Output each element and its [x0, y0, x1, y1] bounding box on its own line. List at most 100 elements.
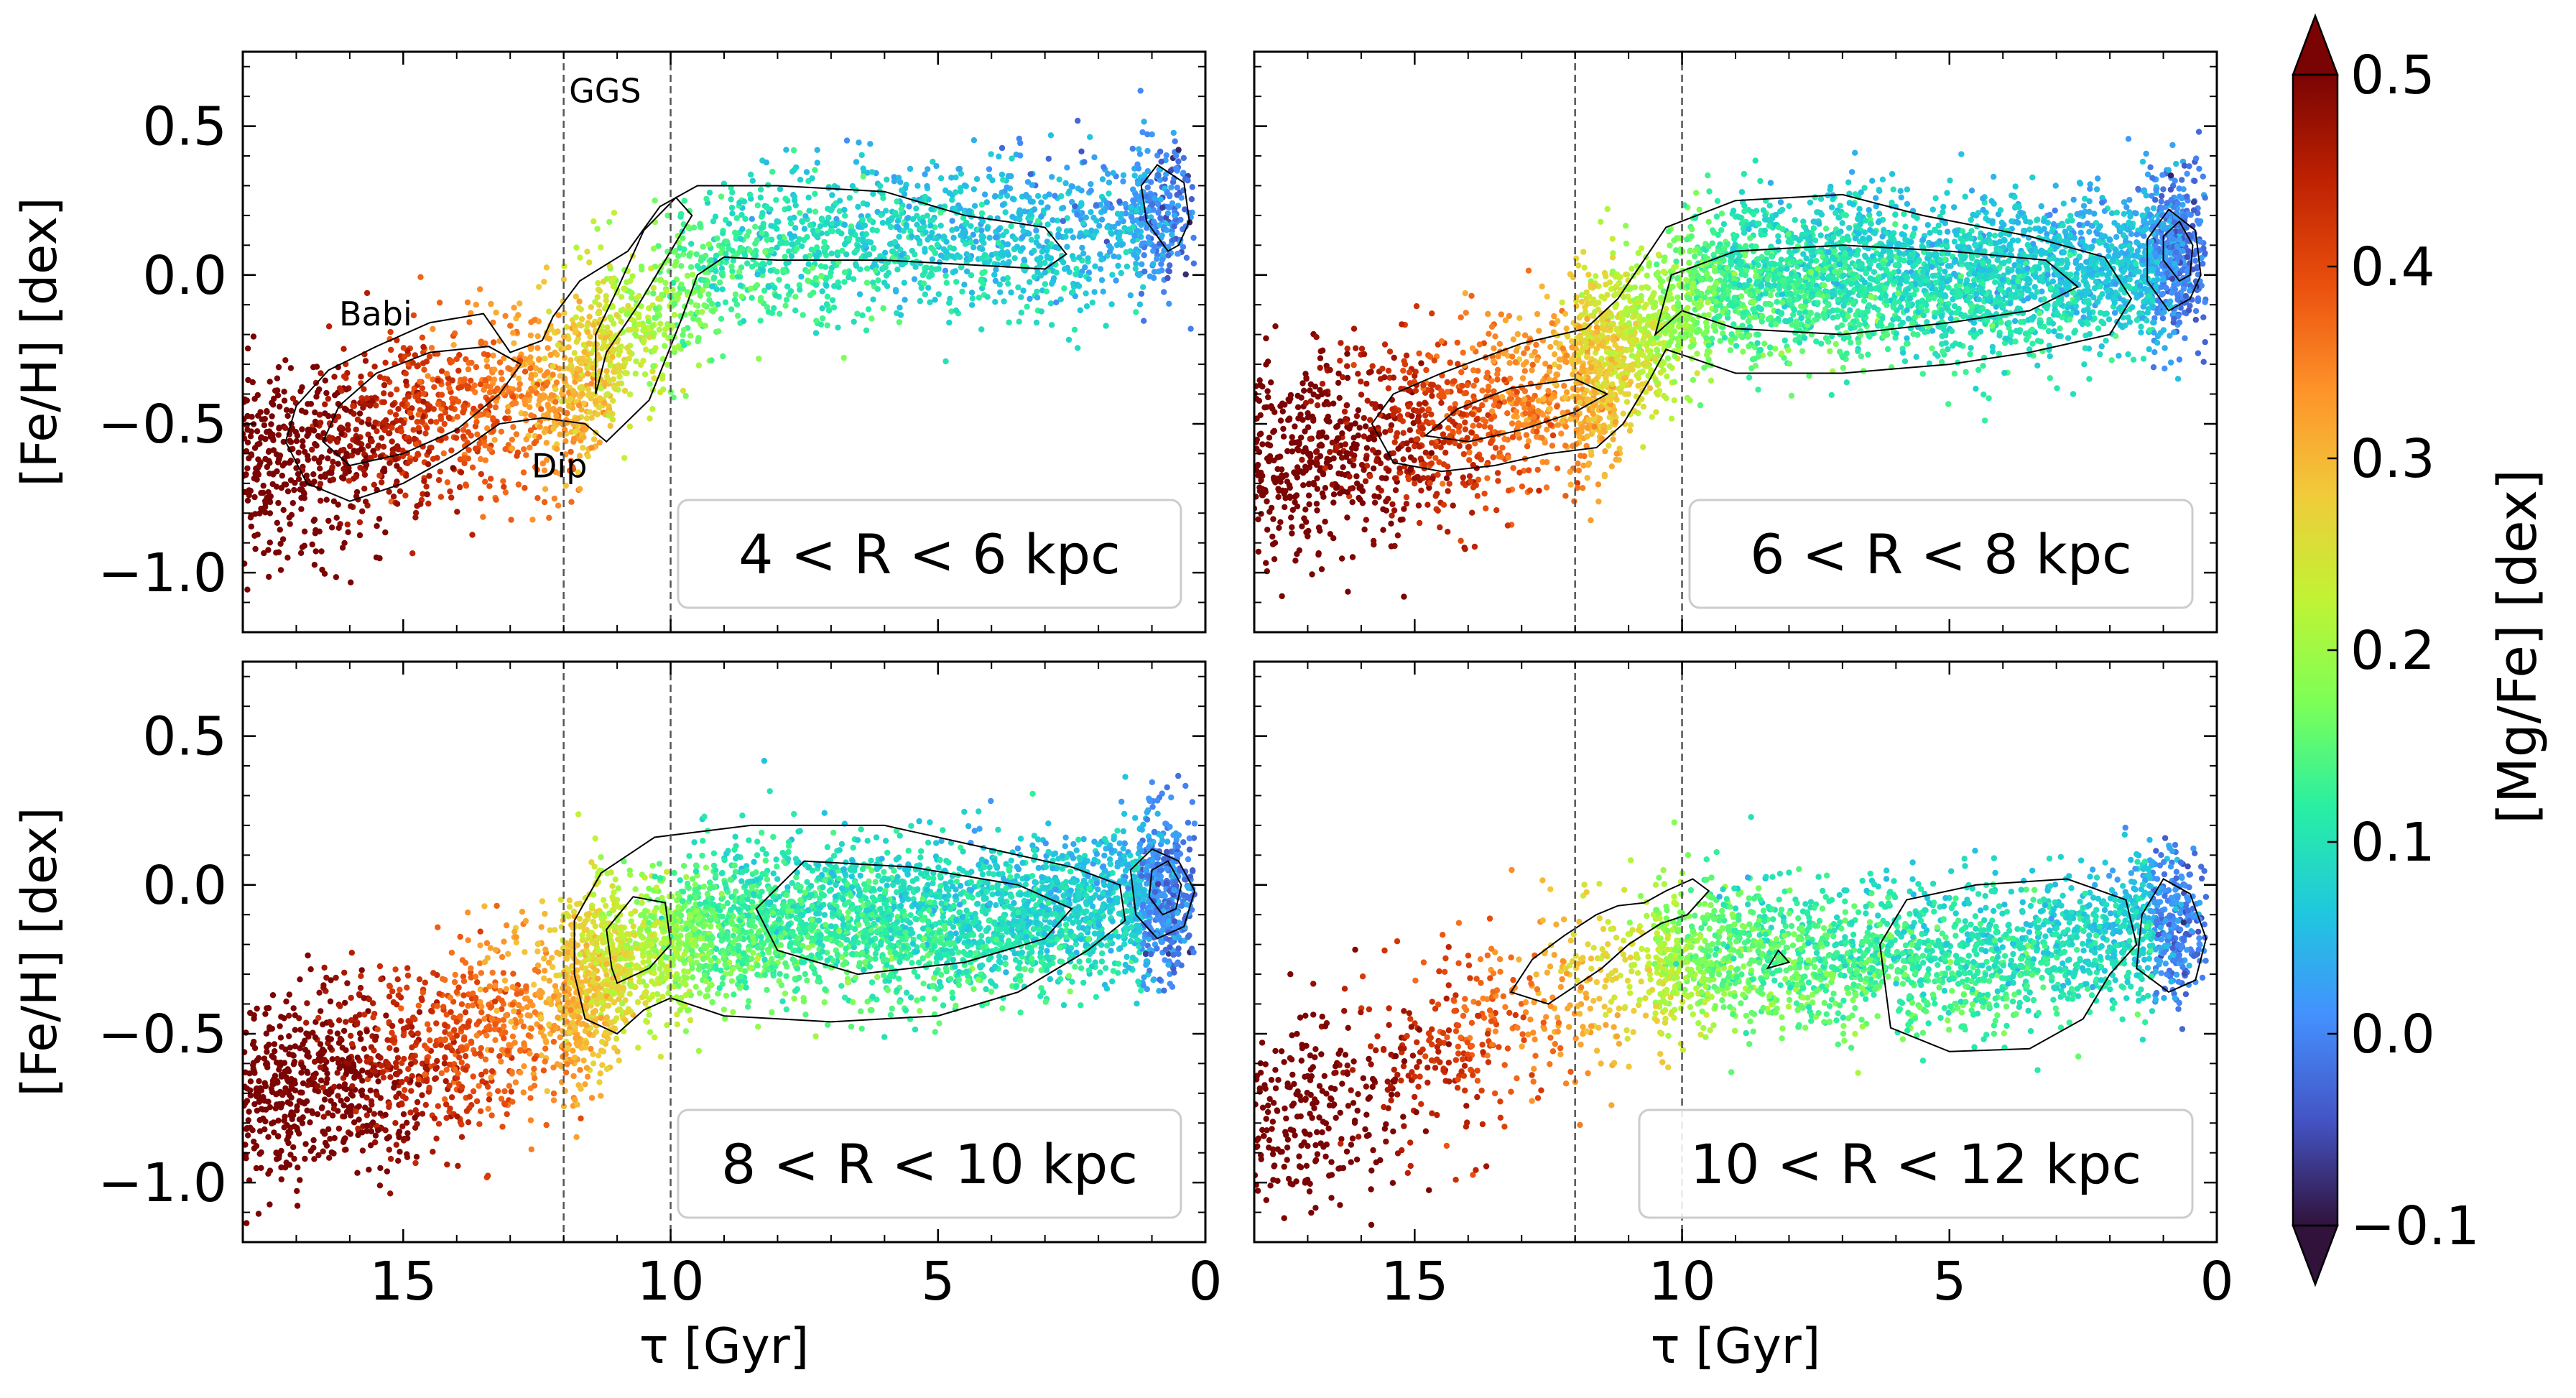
scatter-point	[338, 474, 346, 481]
scatter-point	[1016, 318, 1022, 325]
scatter-point	[946, 300, 953, 306]
scatter-point	[361, 386, 367, 392]
scatter-point	[1000, 177, 1006, 183]
scatter-point	[265, 448, 272, 455]
scatter-point	[767, 267, 774, 274]
scatter-point	[703, 195, 710, 202]
scatter-point	[641, 371, 649, 378]
scatter-point	[993, 267, 999, 273]
scatter-point	[671, 345, 678, 351]
scatter-point	[1029, 182, 1035, 188]
scatter-point	[808, 246, 815, 253]
scatter-point	[297, 486, 303, 493]
scatter-point	[1163, 152, 1169, 159]
scatter-point	[1073, 266, 1080, 272]
scatter-point	[576, 298, 583, 305]
scatter-point	[769, 248, 775, 254]
scatter-point	[338, 430, 345, 438]
density-contour	[322, 346, 522, 467]
scatter-point	[560, 333, 567, 340]
scatter-point	[621, 286, 628, 292]
scatter-point	[1141, 119, 1147, 125]
scatter-point	[1175, 203, 1182, 209]
scatter-point	[1083, 229, 1090, 236]
scatter-point	[491, 366, 498, 373]
scatter-point	[624, 279, 630, 286]
scatter-point	[335, 460, 341, 467]
scatter-point	[570, 435, 578, 442]
scatter-point	[817, 223, 824, 230]
scatter-point	[1098, 256, 1105, 263]
scatter-point	[588, 391, 594, 398]
scatter-point	[279, 472, 285, 479]
scatter-point	[299, 544, 306, 550]
scatter-point	[1890, 186, 1896, 193]
scatter-point	[626, 355, 632, 362]
scatter-point	[568, 366, 575, 374]
scatter-point	[425, 500, 432, 507]
scatter-point	[1133, 309, 1139, 315]
scatter-point	[1128, 205, 1134, 211]
scatter-point	[1490, 454, 1496, 460]
scatter-point	[414, 450, 421, 457]
scatter-point	[2138, 329, 2144, 335]
scatter-point	[863, 231, 870, 238]
scatter-point	[362, 358, 369, 364]
scatter-point	[914, 221, 920, 228]
scatter-point	[246, 492, 252, 499]
scatter-point	[1079, 244, 1085, 251]
scatter-point	[426, 473, 432, 479]
scatter-point	[1157, 177, 1164, 183]
scatter-point	[585, 329, 591, 335]
scatter-point	[670, 394, 677, 401]
scatter-point	[1355, 407, 1362, 414]
scatter-point	[1747, 235, 1753, 241]
scatter-point	[2187, 302, 2193, 309]
scatter-point	[268, 421, 274, 427]
scatter-point	[555, 342, 562, 348]
scatter-point	[1164, 190, 1171, 197]
scatter-point	[381, 399, 387, 405]
scatter-point	[1132, 191, 1139, 198]
scatter-point	[381, 390, 387, 397]
scatter-point	[345, 529, 351, 535]
scatter-point	[511, 305, 517, 311]
scatter-point	[649, 323, 656, 329]
scatter-point	[897, 312, 904, 318]
scatter-point	[1070, 234, 1077, 241]
scatter-point	[1913, 353, 1919, 360]
scatter-point	[1173, 165, 1180, 172]
scatter-point	[629, 290, 635, 297]
scatter-point	[586, 409, 593, 415]
scatter-point	[586, 313, 593, 320]
scatter-point	[330, 498, 338, 504]
scatter-point	[923, 264, 930, 271]
scatter-point	[874, 286, 881, 292]
scatter-point	[978, 232, 986, 239]
scatter-point	[1646, 385, 1654, 392]
scatter-point	[381, 427, 388, 434]
scatter-point	[825, 307, 833, 314]
scatter-point	[1593, 273, 1599, 279]
scatter-point	[626, 391, 634, 398]
scatter-point	[930, 158, 936, 165]
scatter-point	[935, 291, 942, 297]
scatter-point	[1705, 172, 1711, 179]
scatter-point	[949, 218, 955, 224]
scatter-point	[1861, 279, 1868, 286]
scatter-point	[728, 263, 735, 270]
scatter-point	[244, 465, 251, 472]
scatter-point	[433, 419, 440, 425]
scatter-point	[425, 461, 432, 468]
scatter-point	[1522, 410, 1529, 417]
scatter-point	[1049, 174, 1055, 180]
scatter-point	[636, 292, 642, 300]
scatter-point	[680, 327, 687, 333]
scatter-point	[374, 428, 380, 435]
scatter-point	[905, 215, 912, 221]
scatter-point	[399, 401, 406, 407]
scatter-point	[286, 460, 292, 466]
scatter-point	[423, 483, 430, 490]
scatter-point	[516, 381, 523, 387]
scatter-point	[259, 416, 265, 422]
